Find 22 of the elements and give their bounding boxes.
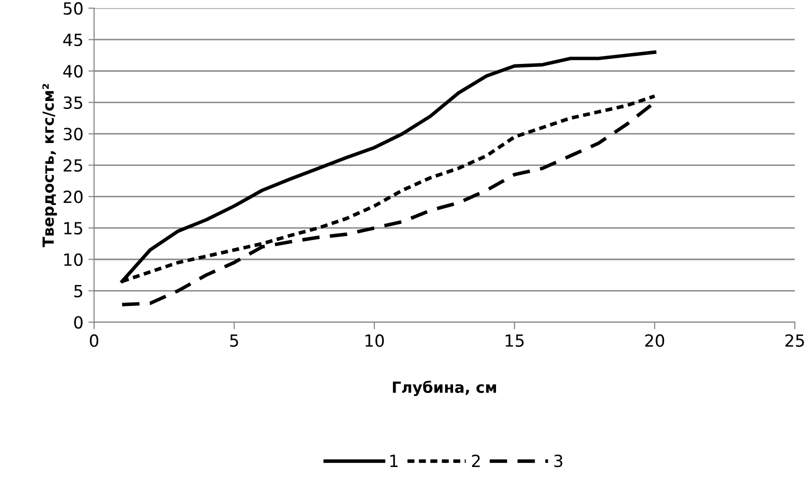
y-tick-label: 15 — [64, 222, 82, 235]
legend-label: 3 — [554, 454, 562, 468]
x-tick-label: 15 — [506, 334, 524, 347]
x-tick-label: 25 — [785, 334, 804, 347]
y-tick-label: 10 — [64, 253, 83, 266]
y-tick-label: 20 — [64, 190, 83, 204]
legend-label: 2 — [472, 454, 480, 467]
y-tick-label: 45 — [63, 34, 82, 46]
y-tick-label: 5 — [74, 284, 82, 298]
x-tick-label: 20 — [645, 334, 664, 347]
y-tick-label: 50 — [64, 2, 83, 15]
x-tick-label: 0 — [90, 334, 98, 347]
x-axis-title: Глубина, см — [392, 380, 496, 396]
y-axis-title: Твердость, кгс/см² — [42, 84, 57, 248]
y-tick-label: 25 — [64, 159, 82, 172]
y-tick-label: 35 — [64, 96, 82, 109]
y-tick-label: 30 — [64, 128, 83, 140]
legend-label: 1 — [390, 454, 398, 467]
y-tick-label: 0 — [74, 316, 83, 329]
y-tick-label: 40 — [63, 64, 83, 78]
x-tick-label: 10 — [366, 334, 384, 347]
x-tick-label: 5 — [230, 334, 238, 347]
